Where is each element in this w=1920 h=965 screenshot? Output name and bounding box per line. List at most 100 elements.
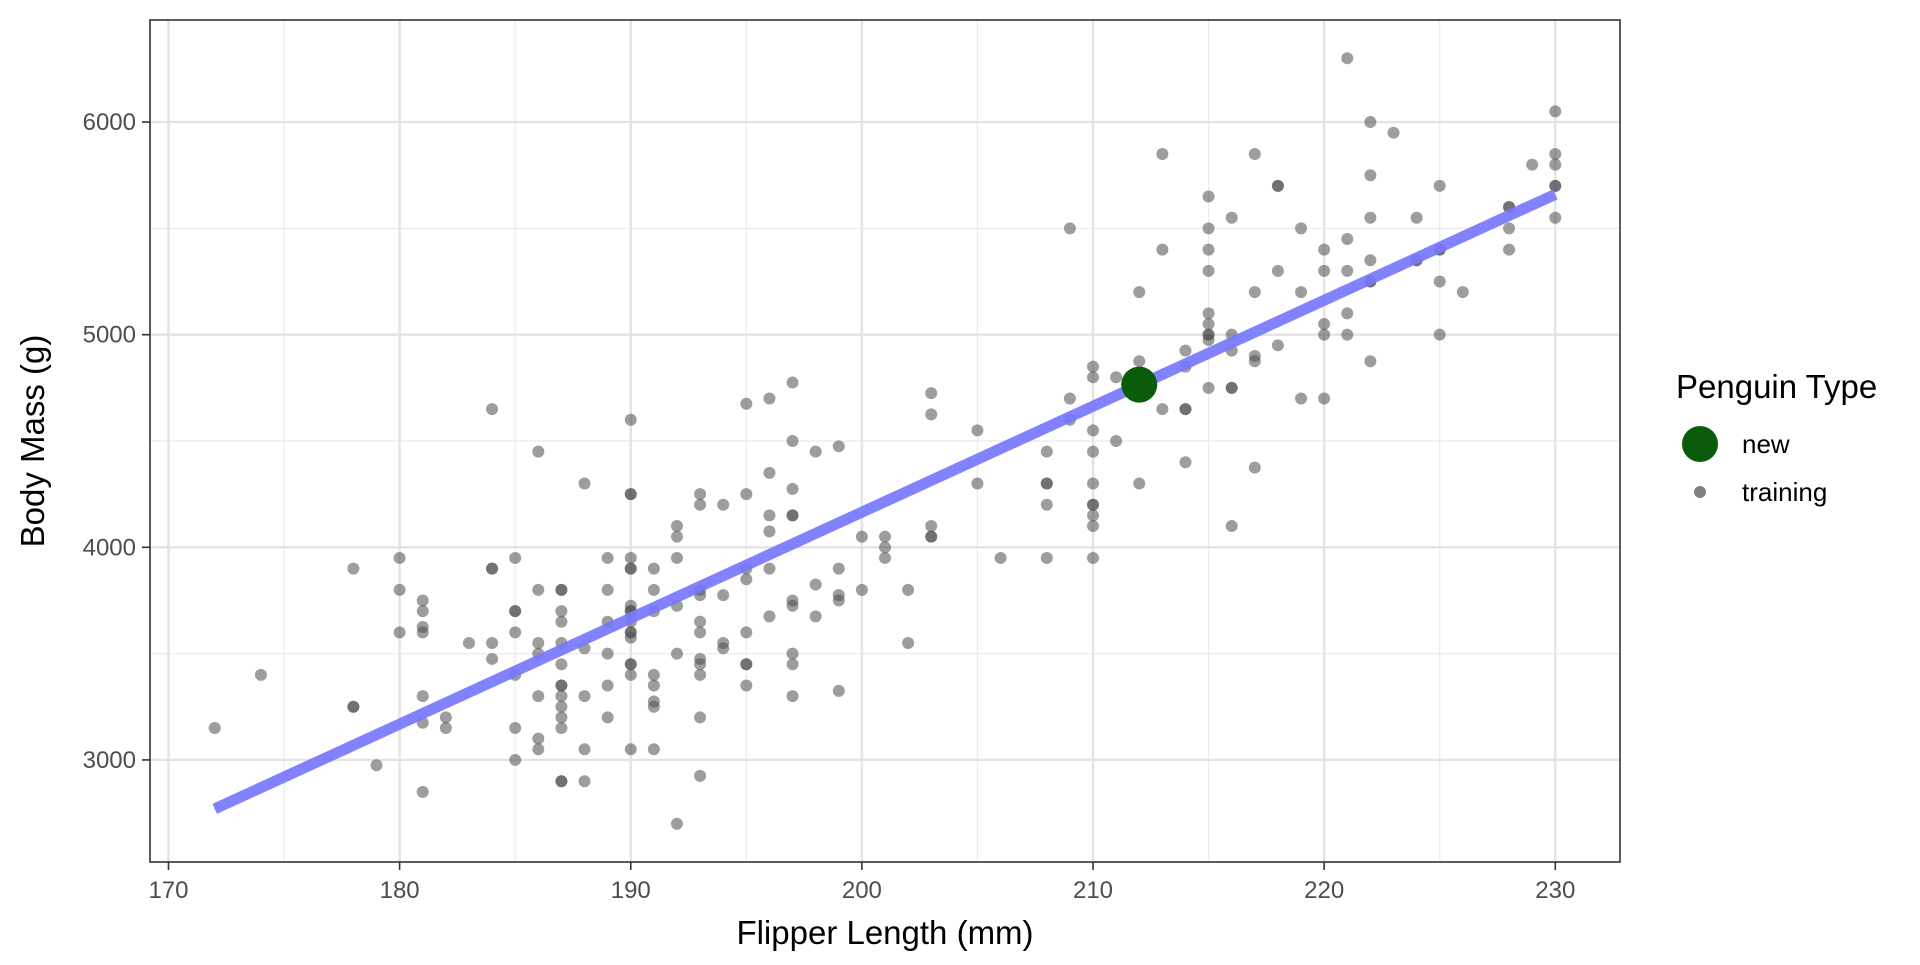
training-point bbox=[555, 700, 568, 713]
new-point bbox=[1121, 366, 1158, 403]
x-tick-label: 170 bbox=[148, 877, 188, 904]
training-point bbox=[1433, 179, 1446, 192]
training-point bbox=[1063, 392, 1076, 405]
training-point bbox=[601, 647, 614, 660]
training-point bbox=[1271, 179, 1284, 192]
training-point bbox=[624, 743, 637, 756]
training-point bbox=[740, 397, 753, 410]
training-point bbox=[694, 488, 707, 501]
training-point bbox=[855, 583, 868, 596]
training-point bbox=[1202, 307, 1215, 320]
training-point bbox=[763, 509, 776, 522]
training-point bbox=[1549, 211, 1562, 224]
training-point bbox=[925, 520, 938, 533]
training-point bbox=[832, 440, 845, 453]
training-point bbox=[717, 498, 730, 511]
training-point bbox=[694, 498, 707, 511]
x-tick-label: 180 bbox=[380, 877, 420, 904]
training-point bbox=[647, 679, 660, 692]
training-point bbox=[1133, 286, 1146, 299]
training-point bbox=[647, 700, 660, 713]
training-point bbox=[624, 668, 637, 681]
training-point bbox=[624, 562, 637, 575]
training-point bbox=[1549, 179, 1562, 192]
training-point bbox=[694, 626, 707, 639]
training-point bbox=[647, 668, 660, 681]
training-point bbox=[1295, 392, 1308, 405]
training-point bbox=[578, 690, 591, 703]
training-point bbox=[1364, 116, 1377, 129]
training-point bbox=[1156, 147, 1169, 160]
training-point bbox=[1110, 371, 1123, 384]
training-point bbox=[740, 488, 753, 501]
training-point bbox=[1087, 445, 1100, 458]
training-point bbox=[832, 562, 845, 575]
training-point bbox=[971, 477, 984, 490]
training-point bbox=[763, 610, 776, 623]
x-tick-label: 220 bbox=[1304, 877, 1344, 904]
training-point bbox=[1225, 211, 1238, 224]
training-point bbox=[1087, 477, 1100, 490]
training-point bbox=[208, 722, 221, 735]
training-point bbox=[994, 551, 1007, 564]
training-point bbox=[347, 562, 360, 575]
training-point bbox=[740, 573, 753, 586]
training-point bbox=[509, 722, 522, 735]
x-axis-title: Flipper Length (mm) bbox=[736, 914, 1033, 951]
training-point bbox=[509, 605, 522, 618]
training-point bbox=[809, 578, 822, 591]
training-point bbox=[647, 562, 660, 575]
y-axis-ticks: 3000 4000 5000 6000 bbox=[83, 109, 150, 774]
training-point bbox=[832, 684, 845, 697]
training-point bbox=[1341, 233, 1354, 246]
training-point bbox=[763, 525, 776, 538]
training-point bbox=[509, 753, 522, 766]
training-point bbox=[925, 387, 938, 400]
training-point bbox=[694, 658, 707, 671]
training-point bbox=[786, 647, 799, 660]
training-point bbox=[1410, 211, 1423, 224]
training-point bbox=[763, 466, 776, 479]
training-point bbox=[740, 658, 753, 671]
training-point bbox=[1202, 334, 1215, 347]
training-point bbox=[1549, 158, 1562, 171]
training-point bbox=[486, 562, 499, 575]
regression-line bbox=[212, 189, 1558, 814]
training-point bbox=[1225, 381, 1238, 394]
training-point bbox=[1087, 371, 1100, 384]
training-point bbox=[925, 408, 938, 421]
training-point bbox=[347, 700, 360, 713]
training-point bbox=[578, 477, 591, 490]
training-point bbox=[1133, 355, 1146, 368]
training-point bbox=[1202, 264, 1215, 277]
training-point bbox=[555, 679, 568, 692]
training-point bbox=[1503, 222, 1516, 235]
training-point bbox=[694, 769, 707, 782]
training-point bbox=[532, 732, 545, 745]
training-point bbox=[1364, 254, 1377, 267]
training-point bbox=[809, 445, 822, 458]
training-point bbox=[1087, 424, 1100, 437]
training-point bbox=[1364, 211, 1377, 224]
training-point bbox=[786, 376, 799, 389]
training-point bbox=[1341, 52, 1354, 65]
training-point bbox=[555, 605, 568, 618]
training-point bbox=[1318, 264, 1331, 277]
training-point bbox=[555, 583, 568, 596]
training-point bbox=[809, 610, 822, 623]
new-points bbox=[1121, 366, 1158, 403]
panel-border bbox=[149, 19, 1621, 863]
training-point bbox=[670, 530, 683, 543]
training-point bbox=[1341, 328, 1354, 341]
training-point bbox=[1387, 126, 1400, 139]
training-point bbox=[1202, 190, 1215, 203]
training-point bbox=[462, 636, 475, 649]
training-point bbox=[416, 785, 429, 798]
training-point bbox=[1295, 286, 1308, 299]
training-point bbox=[439, 711, 452, 724]
x-axis-ticks: 170 180 190 200 210 220 230 bbox=[148, 862, 1575, 904]
x-tick-label: 210 bbox=[1073, 877, 1113, 904]
training-point bbox=[740, 679, 753, 692]
training-point bbox=[555, 775, 568, 788]
